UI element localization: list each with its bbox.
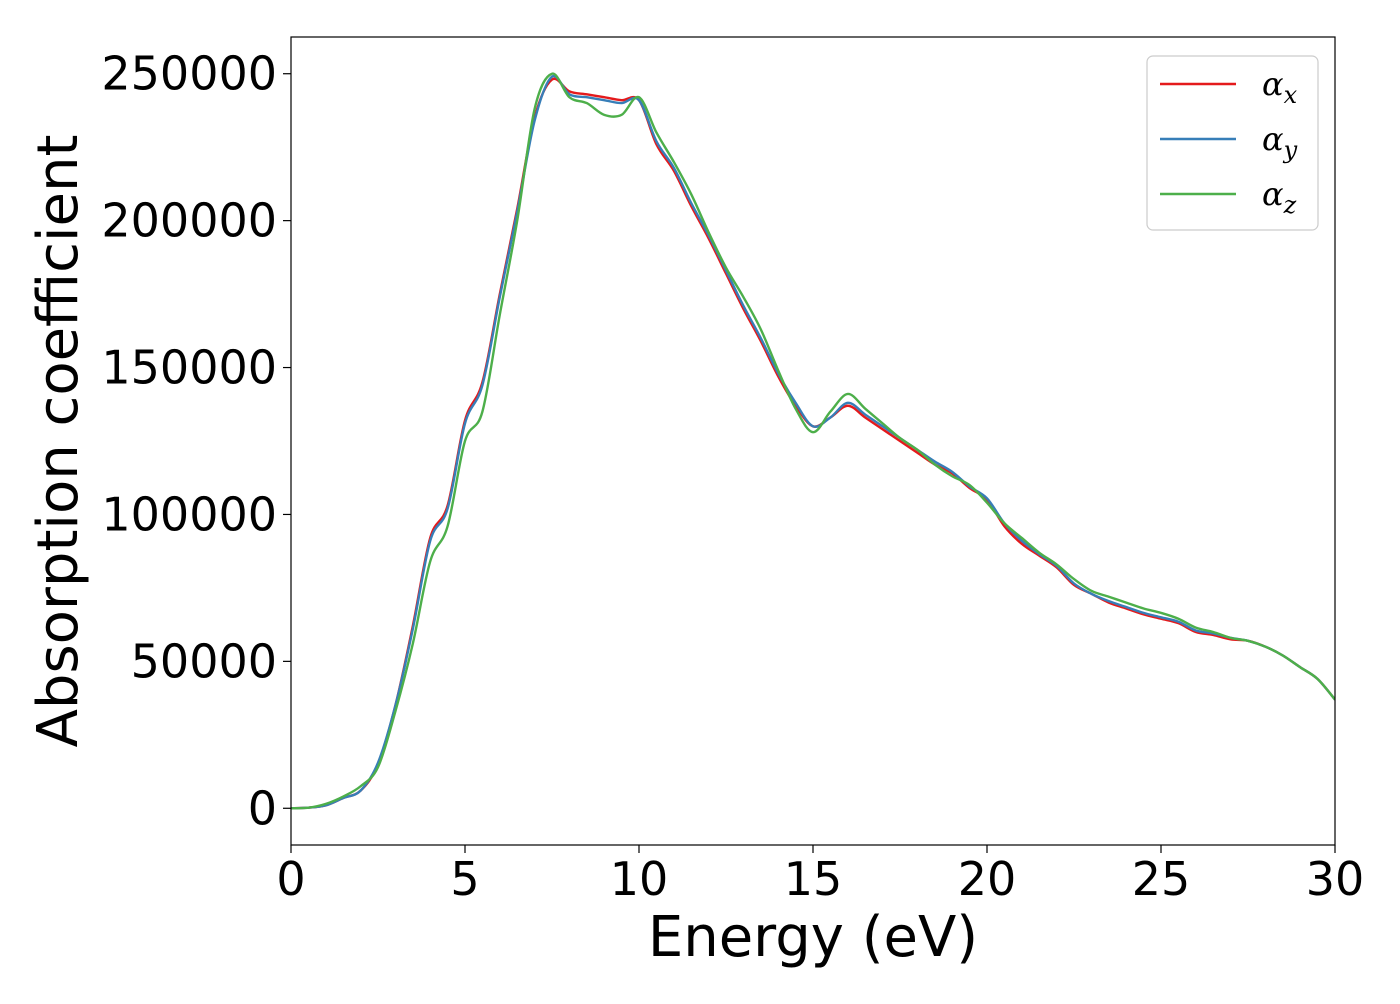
- y-axis-ticks: 0 50000 100000 150000 200000 250000: [101, 47, 291, 835]
- x-tick-label: 0: [276, 852, 305, 906]
- series-line-alpha-z: [291, 72, 1335, 810]
- x-tick-label: 15: [784, 852, 843, 906]
- y-tick-label: 200000: [101, 194, 277, 248]
- plot-lines: [291, 72, 1335, 810]
- y-tick-label: 50000: [131, 634, 277, 688]
- y-tick-label: 250000: [101, 47, 277, 101]
- y-axis-title: Absorption coefficient: [26, 135, 91, 748]
- legend-subscript: x: [1284, 81, 1298, 109]
- x-tick-label: 20: [958, 852, 1017, 906]
- legend-symbol: α: [1262, 175, 1284, 213]
- legend-subscript: z: [1283, 191, 1297, 219]
- x-tick-label: 30: [1306, 852, 1365, 906]
- series-line-alpha-y: [291, 74, 1335, 810]
- y-tick-label: 0: [248, 781, 277, 835]
- x-tick-label: 5: [450, 852, 479, 906]
- x-tick-label: 25: [1132, 852, 1191, 906]
- legend-label-alpha-y: αy: [1262, 120, 1298, 164]
- legend-label-alpha-z: αz: [1262, 175, 1297, 219]
- y-tick-label: 150000: [101, 341, 277, 395]
- legend-subscript: y: [1283, 136, 1298, 164]
- legend-box: [1146, 55, 1319, 231]
- legend-symbol: α: [1262, 120, 1284, 158]
- legend-label-alpha-x: αx: [1262, 65, 1298, 109]
- x-tick-label: 10: [610, 852, 669, 906]
- x-axis-title: Energy (eV): [648, 905, 978, 970]
- x-axis-ticks: 0 5 10 15 20 25 30: [276, 845, 1364, 906]
- legend-symbol: α: [1262, 65, 1284, 103]
- y-tick-label: 100000: [101, 487, 277, 541]
